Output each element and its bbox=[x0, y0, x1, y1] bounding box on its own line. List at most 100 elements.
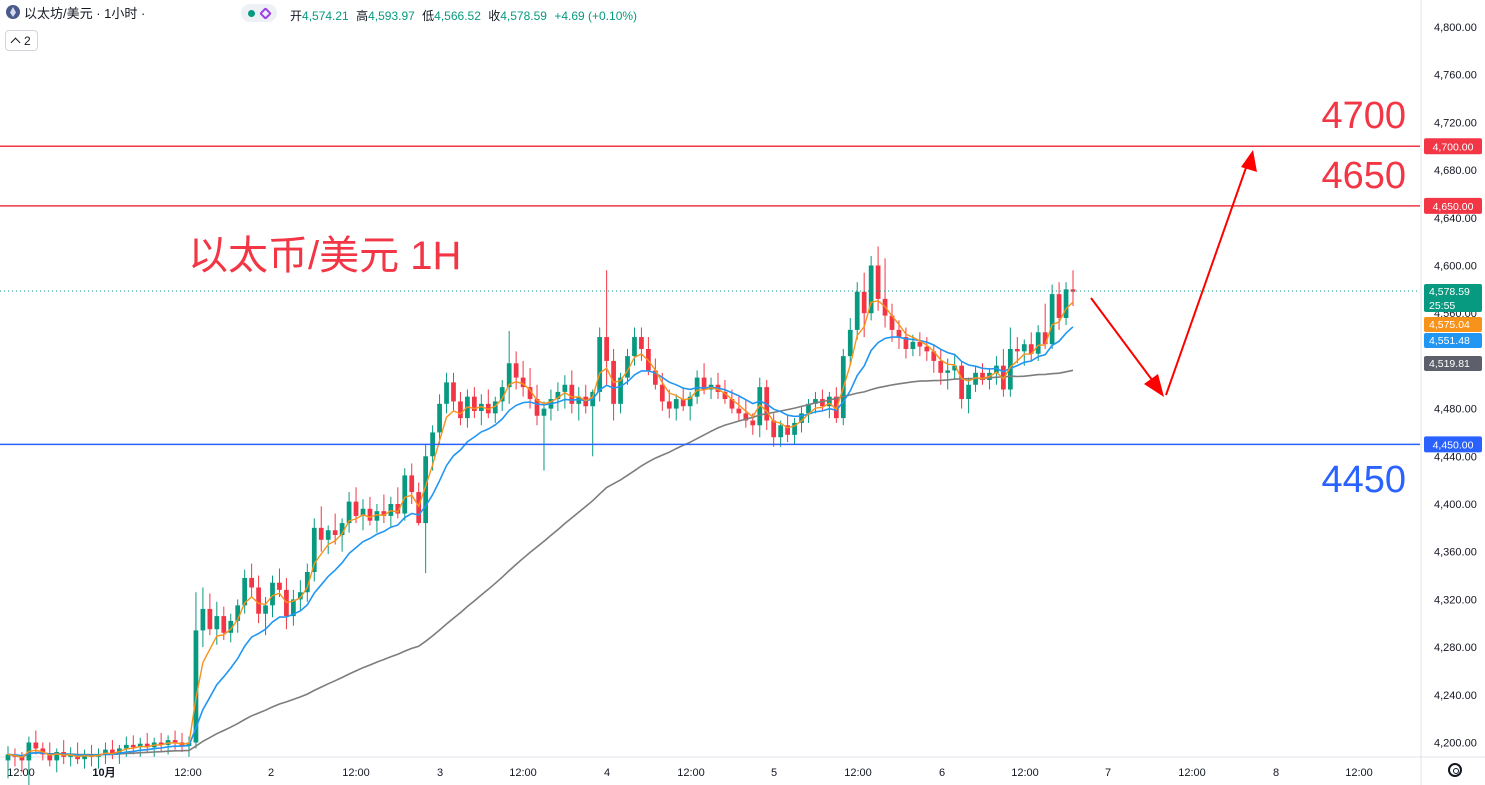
open-label: 开 bbox=[290, 9, 303, 23]
candle-body bbox=[297, 592, 303, 600]
candle-body bbox=[750, 420, 756, 426]
candle-body bbox=[444, 382, 449, 404]
candle-body bbox=[541, 408, 547, 416]
candle-body bbox=[235, 605, 241, 621]
candle-body bbox=[1049, 294, 1055, 345]
change-value: +4.69 (+0.10%) bbox=[554, 9, 638, 23]
y-tick-label: 4,360.00 bbox=[1434, 547, 1477, 559]
sma-slow-line bbox=[7, 369, 1074, 759]
candle-body bbox=[144, 743, 150, 748]
candle-body bbox=[367, 508, 373, 521]
x-tick-label: 12:00 bbox=[509, 767, 537, 779]
candle-body bbox=[785, 425, 790, 435]
candle-body bbox=[604, 337, 609, 361]
candle-body bbox=[903, 337, 909, 349]
candle-body bbox=[506, 363, 512, 388]
y-tick-label: 4,200.00 bbox=[1434, 738, 1477, 750]
low-value: 4,566.52 bbox=[434, 9, 481, 23]
candle-body bbox=[924, 346, 930, 352]
candle-body bbox=[945, 370, 951, 373]
candle-body bbox=[374, 511, 380, 521]
candle-body bbox=[534, 399, 540, 416]
level-4700-annotation: 4700 bbox=[1321, 95, 1406, 137]
chart-title-annotation: 以太币/美元 1H bbox=[188, 234, 461, 278]
candle-body bbox=[827, 396, 832, 407]
candle-body bbox=[263, 605, 268, 614]
candle-body bbox=[492, 401, 498, 414]
candle-body bbox=[910, 341, 916, 349]
up-arrow-head bbox=[1241, 150, 1257, 172]
x-tick-label: 12:00 bbox=[342, 767, 370, 779]
candle-body bbox=[256, 587, 261, 614]
candle-body bbox=[639, 337, 644, 349]
level-price-label: 4,700.00 bbox=[1433, 141, 1474, 153]
candle-body bbox=[137, 743, 143, 748]
indicator-toggle-button[interactable]: 2 bbox=[5, 30, 38, 51]
candle-body bbox=[353, 501, 359, 516]
candle-body bbox=[666, 401, 672, 409]
candle-body bbox=[54, 752, 60, 761]
settings-gear-icon[interactable] bbox=[1448, 763, 1462, 777]
candle-body bbox=[68, 754, 74, 757]
level-4450-annotation: 4450 bbox=[1321, 459, 1406, 501]
candle-body bbox=[729, 399, 735, 409]
candle-body bbox=[242, 577, 248, 606]
candle-body bbox=[19, 756, 25, 761]
candle-body bbox=[1056, 294, 1062, 318]
price-badge bbox=[1424, 284, 1482, 312]
x-tick-label: 12:00 bbox=[7, 767, 35, 779]
candle-body bbox=[527, 387, 533, 400]
candle-body bbox=[652, 370, 658, 385]
candle-body bbox=[291, 599, 296, 617]
close-value: 4,578.59 bbox=[500, 9, 547, 23]
candle-body bbox=[458, 401, 463, 419]
candle-body bbox=[799, 413, 804, 423]
candle-body bbox=[82, 754, 87, 760]
price-badge-label: 4,575.04 bbox=[1429, 319, 1470, 331]
candle-body bbox=[792, 422, 797, 435]
candle-body bbox=[193, 630, 199, 743]
price-badge-label: 4,519.81 bbox=[1429, 358, 1470, 370]
candle-body bbox=[423, 456, 429, 524]
countdown-label: 25:55 bbox=[1429, 300, 1455, 312]
candle-body bbox=[277, 582, 282, 590]
candle-body bbox=[451, 382, 456, 402]
candle-body bbox=[687, 396, 693, 407]
level-price-label: 4,450.00 bbox=[1433, 439, 1474, 451]
low-label: 低 bbox=[422, 9, 435, 23]
y-tick-label: 4,240.00 bbox=[1434, 690, 1477, 702]
candle-body bbox=[207, 608, 213, 630]
ohlc-readout: 开4,574.21 高4,593.97 低4,566.52 收4,578.59 … bbox=[290, 7, 641, 24]
x-tick-label: 12:00 bbox=[1178, 767, 1206, 779]
candle-body bbox=[938, 360, 944, 373]
chart-header: 以太坊/美元 · 1小时 · bbox=[0, 0, 145, 24]
symbol-title[interactable]: 以太坊/美元 · 1小时 · bbox=[24, 5, 146, 21]
market-status-pill[interactable] bbox=[241, 4, 277, 22]
close-label: 收 bbox=[488, 9, 501, 23]
x-tick-label: 12:00 bbox=[174, 767, 202, 779]
price-badge-label: 4,551.48 bbox=[1429, 335, 1470, 347]
x-tick-label: 12:00 bbox=[677, 767, 705, 779]
candle-body bbox=[813, 399, 818, 404]
x-tick-label: 4 bbox=[604, 767, 610, 779]
candle-body bbox=[214, 616, 220, 630]
y-tick-label: 4,280.00 bbox=[1434, 642, 1477, 654]
x-tick-label: 10月 bbox=[92, 766, 115, 779]
candle-body bbox=[625, 356, 630, 378]
y-tick-label: 4,400.00 bbox=[1434, 499, 1477, 511]
candle-body bbox=[875, 265, 881, 299]
candle-body bbox=[158, 742, 164, 745]
candle-body bbox=[47, 754, 53, 761]
candle-body bbox=[1042, 332, 1048, 345]
candle-body bbox=[680, 399, 686, 407]
candle-body bbox=[5, 754, 11, 761]
candle-body bbox=[513, 363, 519, 378]
candle-body bbox=[339, 523, 345, 536]
candle-body bbox=[270, 582, 275, 606]
ema-fast-line bbox=[7, 300, 1074, 759]
x-tick-label: 7 bbox=[1105, 767, 1111, 779]
x-tick-label: 12:00 bbox=[1011, 767, 1039, 779]
candle-body bbox=[437, 403, 442, 433]
candle-body bbox=[1014, 348, 1020, 352]
